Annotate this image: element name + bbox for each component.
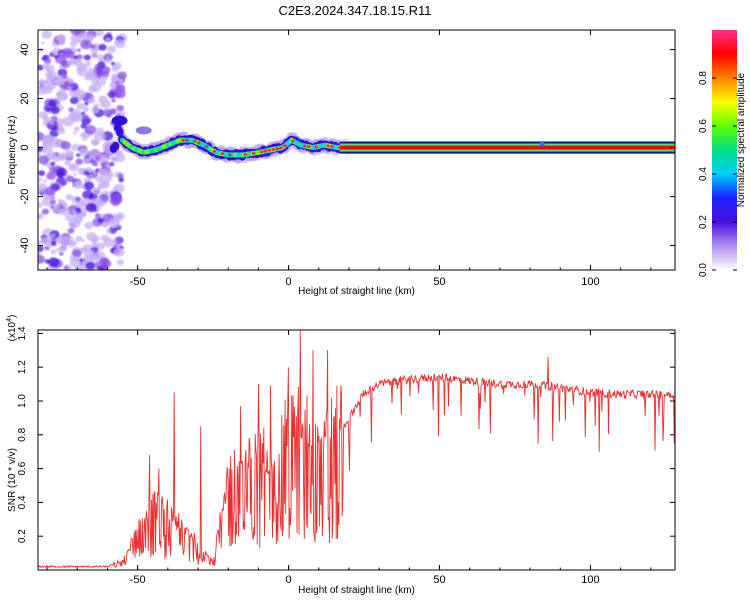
ridge-peak <box>302 144 307 148</box>
colorbar-tick-label: 0.6 <box>698 119 709 133</box>
snr-panel: -50 0 50 100 0.2 0.4 0.6 0.8 1.0 1.2 1.4 Height of … <box>6 315 676 596</box>
y-tick-label: -20 <box>19 189 31 205</box>
x-axis-label: Height of straight line (km) <box>298 585 415 596</box>
y-axis-label: Frequency (Hz) <box>7 116 18 185</box>
ridge-peak <box>306 145 311 149</box>
ridge-peak <box>291 139 295 143</box>
colorbar-gradient <box>712 30 737 270</box>
y-tick-label: 0 <box>19 144 31 150</box>
ridge-peak <box>259 150 264 154</box>
spectrogram-panel: -50 0 50 100 -40 -20 0 20 40 Height of straight l… <box>7 29 676 297</box>
x-tick-label: 50 <box>433 276 445 288</box>
small-blob <box>539 140 545 147</box>
x-tick-label: 0 <box>286 276 292 288</box>
y-tick-label: 1.2 <box>17 360 28 374</box>
x-tick-label: 50 <box>433 574 445 586</box>
ridge-peak <box>220 152 224 156</box>
ridge-peak <box>267 148 272 152</box>
ridge-start-blob <box>111 115 128 126</box>
ridge-start-blob <box>135 126 152 135</box>
ridge-peak <box>330 145 334 148</box>
carrier-band-layer <box>339 145 675 150</box>
y-axis-label: SNR (10 * v/v) <box>7 448 18 512</box>
spectrogram-frame <box>37 29 676 271</box>
colorbar-tick-label: 0.4 <box>698 167 709 181</box>
x-tick-label: 100 <box>581 574 599 586</box>
ridge-peak <box>243 153 248 156</box>
ridge-peak <box>283 144 287 147</box>
ridge-peak <box>204 145 209 148</box>
ridge-peak <box>314 145 319 149</box>
y-tick-label: 1.4 <box>17 326 28 340</box>
ridge-peak <box>185 138 189 142</box>
y-tick-label: 0.6 <box>17 461 28 475</box>
ridge-peak <box>271 148 275 151</box>
colorbar-tick-label: 0.8 <box>698 71 709 85</box>
y-tick-label: -40 <box>19 238 31 254</box>
y-tick-label: 0.8 <box>17 427 28 441</box>
colorbar: 0.0 0.2 0.4 0.6 0.8 Normalized spectral ampli… <box>698 30 747 277</box>
y-tick-label: 1.0 <box>17 394 28 408</box>
x-tick-label: -50 <box>130 574 146 586</box>
ridge-peak <box>279 146 283 150</box>
y-tick-label: 0.2 <box>17 529 28 543</box>
x-axis-label: Height of straight line (km) <box>298 286 415 297</box>
figure-title: C2E3.2024.347.18.15.R11 <box>279 3 432 18</box>
ridge-peak <box>326 144 330 148</box>
spectral-ridge <box>102 115 354 164</box>
ridge-peak <box>263 149 268 153</box>
ridge-peak <box>196 141 201 145</box>
x-tick-label: 0 <box>286 574 292 586</box>
ridge-peak <box>192 139 197 143</box>
x-tick-label: -50 <box>130 276 146 288</box>
ridge-peak <box>181 138 185 142</box>
colorbar-label: Normalized spectral amplitude <box>736 72 747 207</box>
y-tick-label: 0.4 <box>17 495 28 509</box>
spectrogram-plot-area <box>38 30 675 270</box>
carrier-band <box>339 140 675 155</box>
y-multiplier: (x104) <box>6 315 18 342</box>
ridge-peak <box>251 151 256 155</box>
ridge-peak <box>212 149 217 153</box>
snr-frame <box>37 329 676 571</box>
colorbar-tick-label: 0.2 <box>698 215 709 229</box>
ridge-core-outer <box>111 141 120 151</box>
ridge-peak <box>275 147 279 151</box>
snr-series-line <box>38 330 675 569</box>
y-tick-label: 40 <box>19 43 31 55</box>
y-tick-label: 20 <box>19 92 31 104</box>
x-tick-label: 100 <box>581 276 599 288</box>
ridge-core-outer <box>116 127 124 137</box>
colorbar-tick-label: 0.0 <box>698 263 709 277</box>
ridge-peak <box>228 153 232 157</box>
